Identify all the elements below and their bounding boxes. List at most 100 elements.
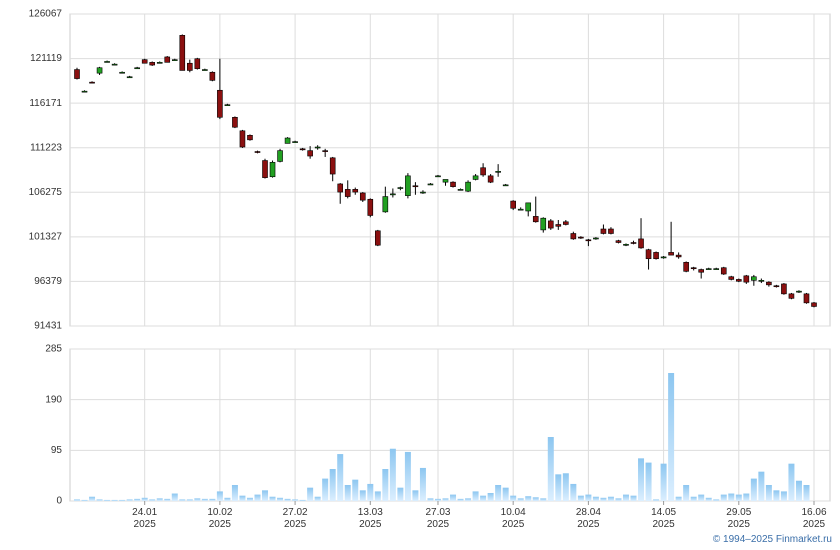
candle-body [660, 256, 667, 259]
candle-body [773, 285, 780, 288]
volume-bar [743, 493, 750, 501]
candle-body [645, 249, 652, 260]
candle-body [126, 76, 133, 79]
candle-body [375, 230, 381, 246]
candle-body [555, 224, 562, 227]
candle-body [359, 192, 366, 201]
volume-bar [74, 499, 80, 501]
candle-body [442, 179, 449, 183]
volume-bar [668, 373, 675, 501]
volume-bar [209, 498, 216, 501]
candle-body [262, 160, 268, 178]
candle-body [202, 69, 208, 71]
x-tick-label: 29.05 2025 [726, 507, 752, 530]
volume-bar [675, 496, 682, 501]
volume-bar [510, 495, 517, 501]
volume-bar [795, 480, 802, 501]
volume-bar [487, 493, 494, 501]
volume-bar [502, 487, 509, 501]
candle-body [803, 293, 810, 304]
candle-body [239, 130, 246, 148]
x-tick-label: 13.03 2025 [357, 507, 383, 530]
candle-body [570, 233, 577, 240]
candle-body [329, 157, 336, 175]
volume-bar [495, 485, 502, 501]
candle-body [638, 238, 644, 249]
volume-bar [645, 462, 652, 501]
candle-body [269, 162, 276, 178]
volume-bar [788, 463, 795, 501]
volume-bar [344, 485, 351, 501]
y-tick-label: 116171 [29, 98, 62, 109]
volume-bar [164, 498, 171, 501]
volume-bar [397, 487, 404, 501]
y-tick-label: 96379 [34, 276, 62, 287]
volume-bar [653, 499, 660, 501]
candle-body [209, 71, 216, 81]
candle-body [149, 62, 156, 66]
volume-bar [600, 497, 607, 501]
candle-body [532, 216, 539, 223]
volume-bar [374, 491, 381, 501]
candle-body [547, 220, 554, 229]
candle-body [781, 283, 787, 295]
candle-body [540, 217, 547, 231]
volume-bar [705, 497, 712, 501]
candle-body [705, 268, 712, 270]
candle-body [435, 175, 441, 178]
candle-body [472, 175, 479, 180]
candle-body [480, 167, 486, 176]
volume-bar [450, 494, 457, 501]
candle-body [457, 189, 464, 191]
volume-bar [698, 494, 705, 501]
volume-bar [186, 499, 193, 501]
volume-bar [427, 498, 434, 501]
candle-body [104, 61, 110, 63]
volume-bar [555, 474, 562, 501]
candle-body [119, 71, 125, 74]
candle-body [344, 189, 351, 197]
candle-body [141, 59, 148, 64]
candle-body [134, 67, 140, 70]
volume-bar [269, 496, 276, 501]
candle-body [171, 59, 178, 61]
y-tick-label: 106275 [29, 187, 63, 198]
candle-body [74, 69, 80, 79]
volume-bar [434, 498, 441, 501]
volume-bar [111, 499, 118, 501]
volume-bar [577, 495, 584, 501]
volume-bar [367, 483, 374, 501]
candle-body [735, 279, 742, 282]
volume-bar [337, 454, 344, 501]
volume-bar [750, 478, 757, 501]
candle-body [630, 242, 637, 244]
y-tick-label: 0 [56, 496, 62, 507]
x-tick-label: 27.02 2025 [282, 507, 308, 530]
volume-bar [547, 437, 554, 501]
y-tick-label: 111223 [30, 142, 62, 153]
candle-body [608, 228, 614, 234]
candle-body [788, 293, 795, 299]
volume-bar [728, 493, 735, 501]
source: © 1994–2025 Finmarket.ru [712, 534, 832, 545]
candle-body [382, 196, 389, 213]
candle-body [690, 267, 697, 270]
volume-bar [194, 498, 201, 501]
candle-body [743, 275, 750, 283]
volume-bar [299, 499, 306, 501]
volume-bar [156, 498, 163, 501]
candle-body [194, 58, 201, 69]
volume-bar [134, 498, 141, 501]
volume-bar [171, 493, 178, 501]
volume-bar [389, 448, 396, 501]
volume-bar [104, 499, 111, 501]
volume-bar [765, 485, 772, 501]
y-tick-label: 91431 [34, 321, 62, 332]
candle-body [299, 148, 306, 151]
volume-bar [442, 498, 449, 501]
volume-bar [96, 499, 103, 501]
candle-body [156, 62, 163, 64]
volume-bar [352, 479, 359, 501]
volume-bar [382, 469, 389, 501]
